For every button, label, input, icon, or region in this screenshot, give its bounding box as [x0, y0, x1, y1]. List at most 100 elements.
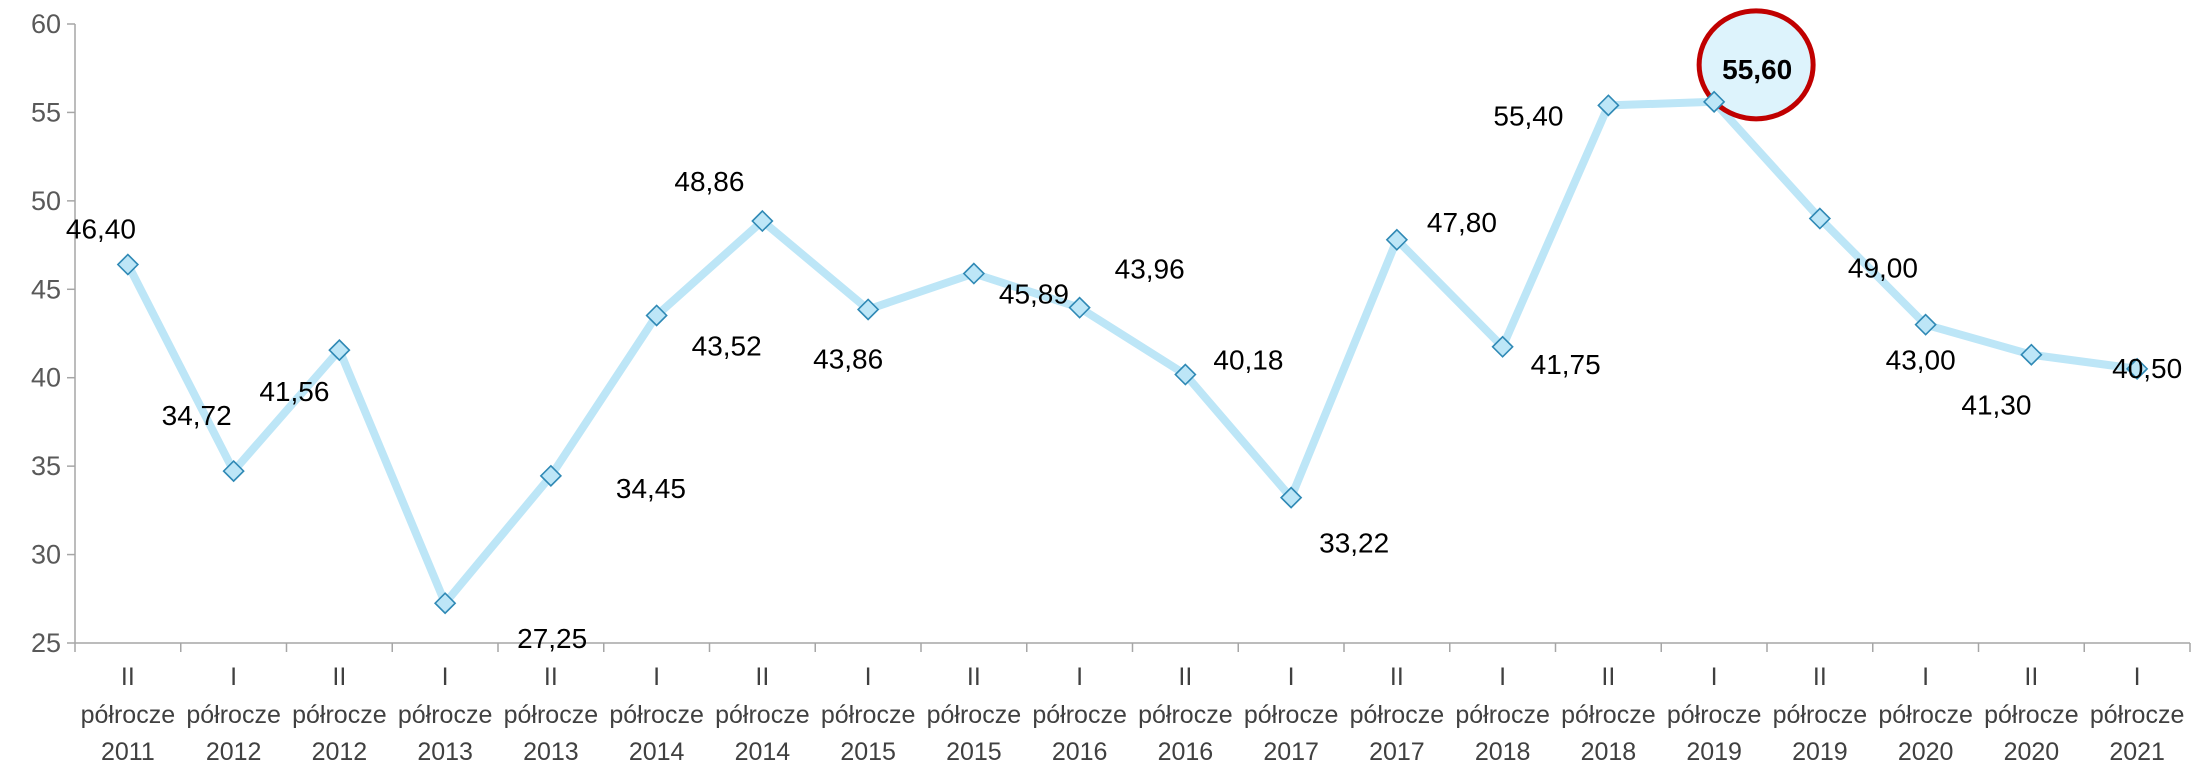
x-tick-label-word: półrocze	[1773, 701, 1868, 729]
data-label: 41,56	[259, 376, 329, 407]
series-markers	[116, 90, 2149, 615]
x-tick-label-period: I	[1499, 663, 1506, 691]
x-tick-label-period: II	[544, 663, 558, 691]
x-tick-label-year: 2014	[629, 738, 685, 764]
data-label: 46,40	[66, 214, 136, 245]
x-tick-label-year: 2019	[1792, 738, 1848, 764]
x-tick-label-word: półrocze	[609, 701, 704, 729]
x-tick-label-year: 2016	[1158, 738, 1214, 764]
data-label: 48,86	[674, 166, 744, 197]
data-point-marker	[1702, 90, 1726, 113]
data-point-marker	[433, 592, 457, 615]
y-tick-label: 35	[31, 451, 61, 481]
data-label: 43,52	[692, 330, 762, 361]
x-tick-label-year: 2020	[2004, 738, 2060, 764]
data-point-marker	[539, 464, 563, 488]
x-tick-label-word: półrocze	[1984, 701, 2079, 729]
x-tick-label-year: 2018	[1475, 738, 1531, 764]
data-point-marker	[856, 298, 880, 321]
x-tick-label-period: I	[1288, 663, 1295, 691]
data-point-marker	[1808, 207, 1832, 230]
data-point-marker	[645, 304, 668, 327]
x-tick-label-word: półrocze	[821, 701, 916, 729]
highlight-callout	[1696, 8, 1816, 122]
x-tick-label-year: 2015	[840, 738, 896, 764]
x-tick-label-word: półrocze	[1032, 701, 1127, 729]
data-point-marker	[1385, 228, 1409, 251]
data-label: 34,45	[616, 473, 686, 504]
x-tick-label-period: I	[1076, 663, 1083, 691]
data-point-marker	[2125, 357, 2149, 381]
data-point-marker	[1597, 94, 1620, 117]
data-point-marker	[1914, 313, 1937, 336]
data-point-marker	[222, 459, 245, 483]
x-tick-label-year: 2020	[1898, 738, 1954, 764]
data-label: 55,60	[1722, 54, 1792, 85]
x-tick-label-word: półrocze	[1878, 701, 1973, 729]
x-tick-label-period: I	[230, 663, 237, 691]
x-tick-label-word: półrocze	[2090, 701, 2185, 729]
x-tick-label-period: II	[2024, 663, 2038, 691]
x-axis: IIpółrocze2011Ipółrocze2012IIpółrocze201…	[74, 642, 2191, 764]
x-tick-label-year: 2019	[1686, 738, 1742, 764]
y-axis: 25 30 35 40 45 50 55 60	[31, 9, 76, 658]
data-point-marker	[328, 338, 351, 362]
x-tick-label-year: 2011	[101, 738, 155, 764]
data-label: 45,89	[999, 279, 1069, 310]
x-tick-label-word: półrocze	[1667, 701, 1762, 729]
series-line	[123, 97, 2142, 608]
highlight-ring	[1696, 8, 1816, 122]
x-tick-label-word: półrocze	[398, 701, 493, 729]
x-tick-label-period: I	[1922, 663, 1929, 691]
data-label: 40,18	[1213, 345, 1283, 376]
x-tick-label-year: 2017	[1369, 738, 1425, 764]
x-tick-label-year: 2021	[2109, 738, 2165, 764]
data-point-marker	[1174, 363, 1197, 386]
data-label: 41,75	[1531, 349, 1601, 380]
y-tick-label: 30	[31, 540, 61, 570]
x-tick-label-period: II	[1601, 663, 1615, 691]
x-tick-label-word: półrocze	[81, 701, 176, 729]
y-tick-label: 55	[31, 97, 61, 127]
x-tick-label-word: półrocze	[186, 701, 281, 729]
data-point-marker	[2020, 343, 2043, 366]
data-point-marker	[962, 262, 986, 285]
data-label: 43,00	[1886, 345, 1956, 376]
y-tick-label: 45	[31, 274, 61, 304]
data-label: 41,30	[1961, 390, 2031, 421]
x-tick-label-year: 2012	[206, 738, 262, 764]
x-tick-label-period: II	[967, 663, 981, 691]
x-tick-label-period: II	[121, 663, 135, 691]
x-tick-label-period: II	[1178, 663, 1192, 691]
data-point-marker	[1279, 486, 1303, 509]
x-tick-label-word: półrocze	[504, 701, 599, 729]
series-polyline	[123, 97, 2142, 608]
x-tick-label-period: I	[442, 663, 449, 691]
x-tick-label-period: I	[865, 663, 872, 691]
data-labels: 46,40 34,72 41,56 27,25 34,45 43,52 48,86 43,86…	[66, 54, 2182, 654]
data-label: 40,50	[2112, 353, 2182, 384]
data-label: 43,86	[813, 343, 883, 374]
x-tick-label-word: półrocze	[1455, 701, 1550, 729]
x-tick-label-year: 2014	[735, 738, 791, 764]
x-tick-label-word: półrocze	[927, 701, 1022, 729]
x-tick-label-period: I	[2134, 663, 2141, 691]
x-tick-label-period: I	[1711, 663, 1718, 691]
data-label: 43,96	[1115, 254, 1185, 285]
y-tick-label: 25	[31, 628, 61, 658]
x-tick-label-period: II	[755, 663, 769, 691]
x-tick-label-year: 2013	[523, 738, 579, 764]
x-tick-label-word: półrocze	[1138, 701, 1233, 729]
y-tick-label: 50	[31, 186, 61, 216]
data-point-marker	[1491, 335, 1514, 358]
x-tick-label-period: II	[1813, 663, 1827, 691]
data-label: 47,80	[1427, 207, 1497, 238]
y-tick-label: 60	[31, 9, 61, 39]
x-tick-label-period: I	[653, 663, 660, 691]
data-point-marker	[116, 253, 140, 276]
data-label: 49,00	[1848, 253, 1918, 284]
data-label: 34,72	[162, 400, 232, 431]
x-tick-label-word: półrocze	[1244, 701, 1339, 729]
x-tick-label-word: półrocze	[1561, 701, 1656, 729]
